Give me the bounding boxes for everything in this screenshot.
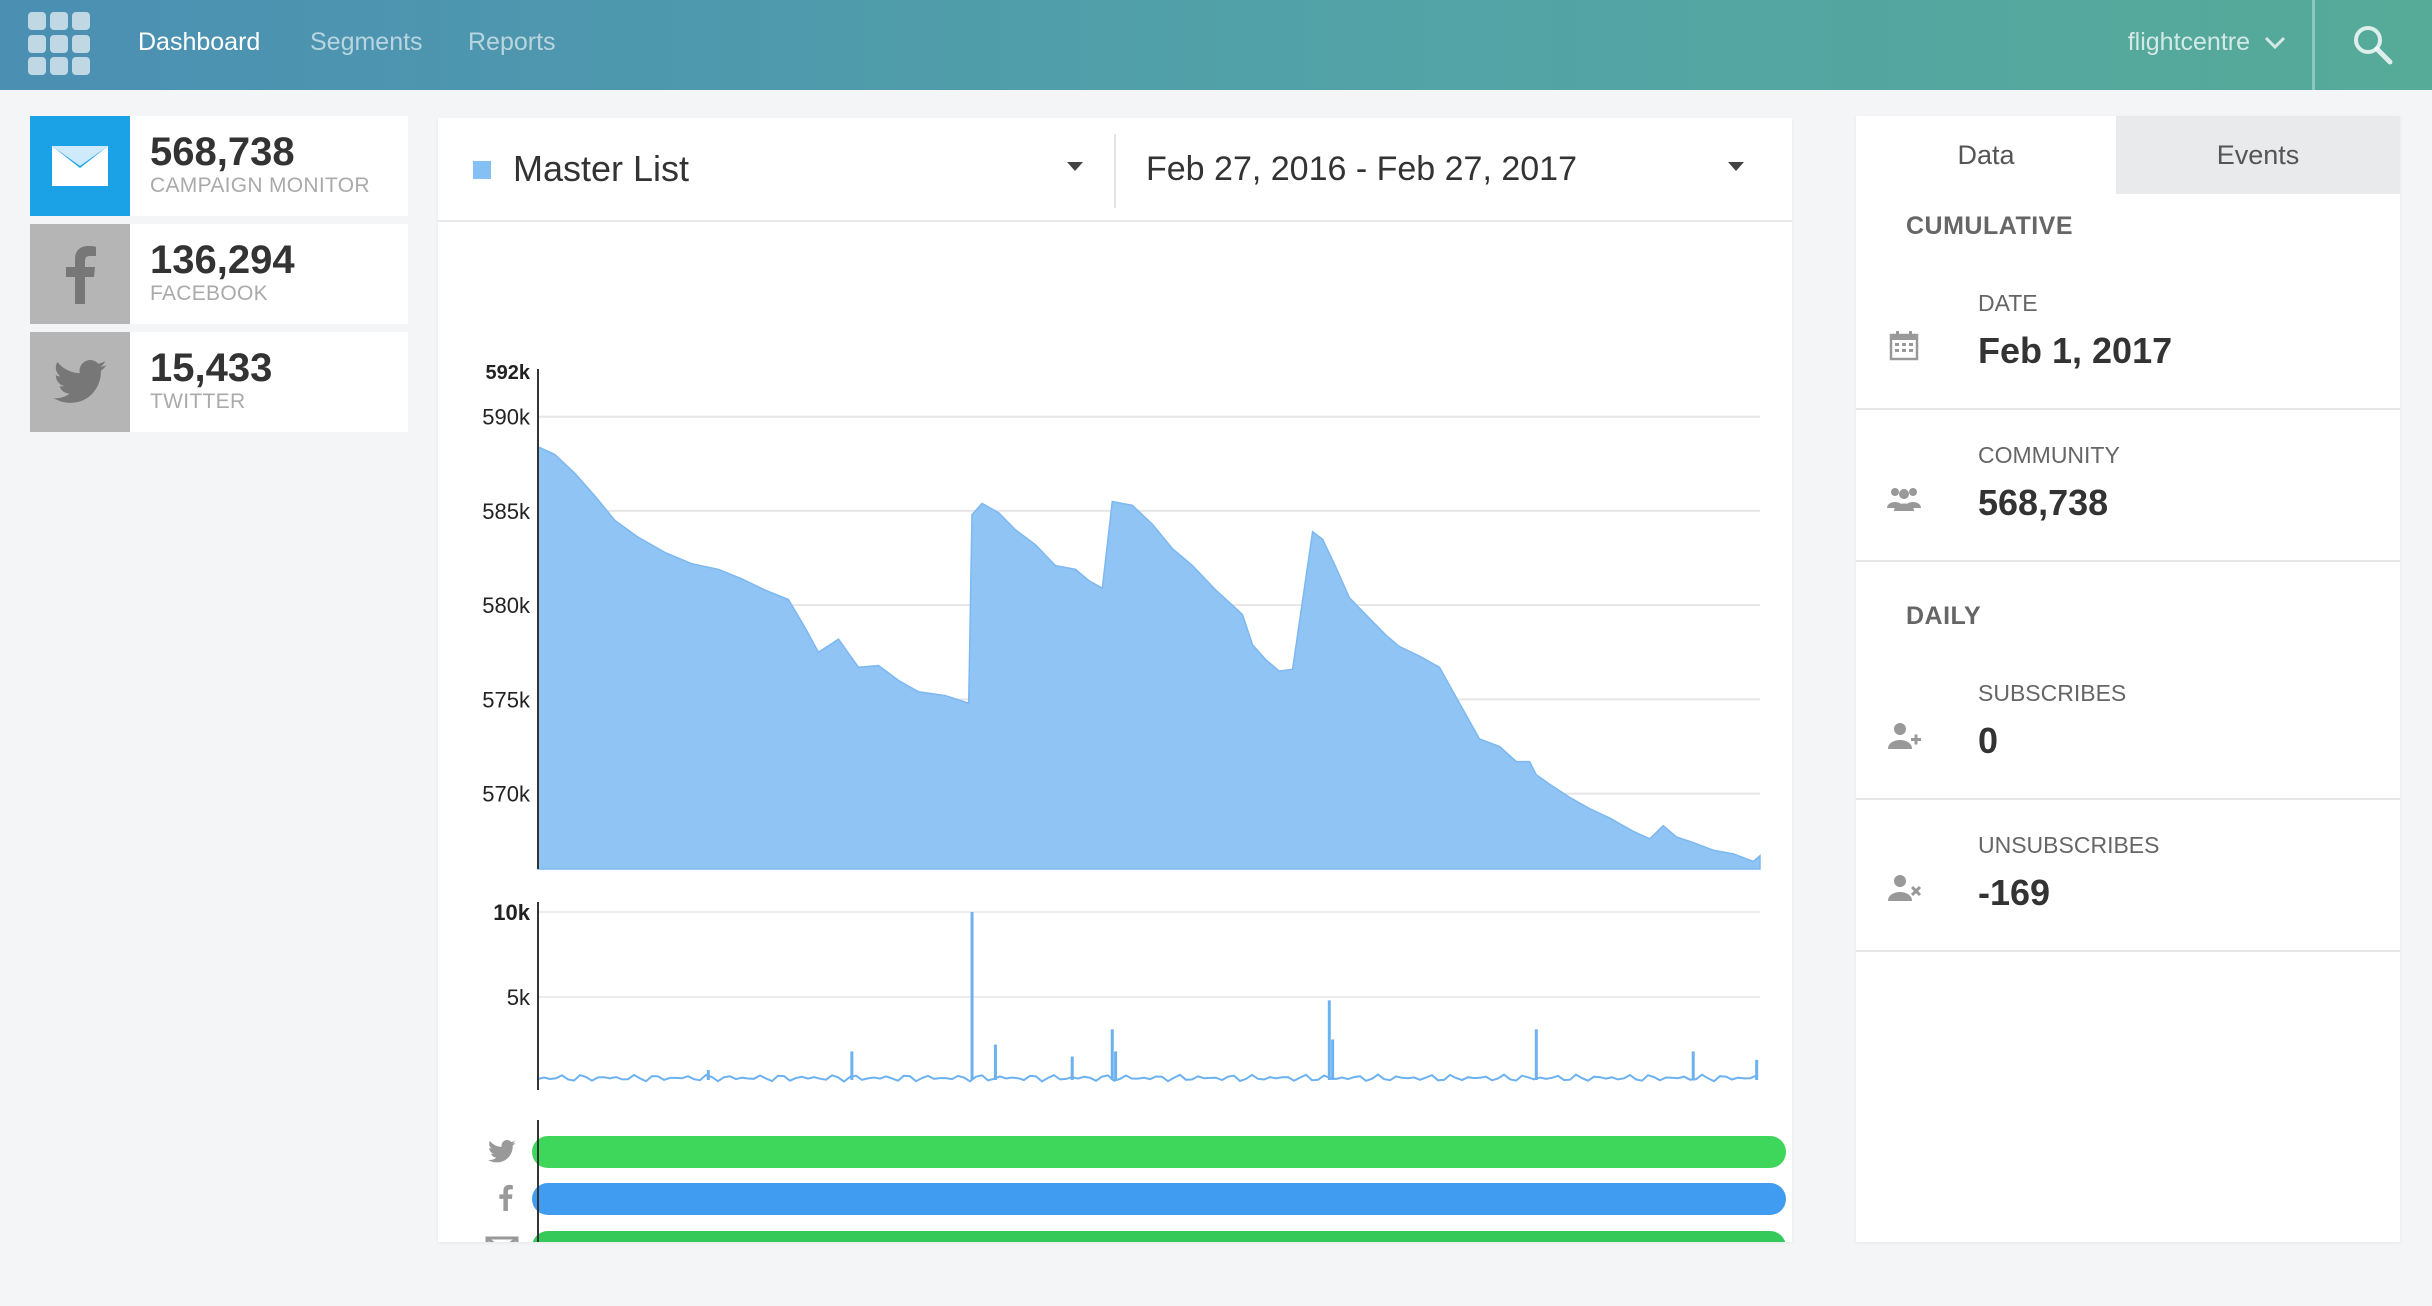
area-y-tick-label: 575k bbox=[482, 687, 531, 712]
subscribes-label: SUBSCRIBES bbox=[1978, 680, 2127, 706]
chart-panel-header: Master List Feb 27, 2016 - Feb 27, 2017 bbox=[438, 118, 1792, 222]
list-selector[interactable]: Master List bbox=[513, 148, 690, 189]
account-name: flightcentre bbox=[2127, 28, 2250, 56]
nav-dashboard[interactable]: Dashboard bbox=[138, 28, 261, 56]
topbar-divider bbox=[2312, 0, 2315, 90]
stat-value: 15,433 bbox=[150, 346, 273, 390]
facebook-icon bbox=[30, 224, 130, 324]
stat-card-twitter[interactable]: 15,433 TWITTER bbox=[30, 332, 408, 432]
date-range-dropdown-caret-icon[interactable] bbox=[1728, 162, 1744, 171]
stat-value: 136,294 bbox=[150, 238, 295, 282]
date-label: DATE bbox=[1978, 290, 2038, 316]
twitter-icon bbox=[488, 1140, 516, 1163]
user-add-icon bbox=[1888, 723, 1921, 749]
account-menu[interactable]: flightcentre bbox=[2128, 28, 2286, 57]
stat-card-campaign-monitor[interactable]: 568,738 CAMPAIGN MONITOR bbox=[30, 116, 408, 216]
date-range-selector[interactable]: Feb 27, 2016 - Feb 27, 2017 bbox=[1146, 150, 1577, 188]
area-y-tick-label: 570k bbox=[482, 782, 531, 807]
list-dropdown-caret-icon[interactable] bbox=[1067, 162, 1083, 171]
bar-y-tick-label: 5k bbox=[507, 985, 531, 1010]
stat-card-facebook[interactable]: 136,294 FACEBOOK bbox=[30, 224, 408, 324]
daily-section-title: DAILY bbox=[1906, 602, 1982, 630]
stat-label: CAMPAIGN MONITOR bbox=[150, 174, 370, 197]
header-divider bbox=[1114, 134, 1116, 208]
chart[interactable]: 592k590k585k580k575k570k10k5k27 Feb 1612… bbox=[438, 222, 1792, 1242]
app-logo-icon[interactable] bbox=[28, 12, 92, 76]
nav-reports[interactable]: Reports bbox=[468, 28, 556, 56]
area-y-tick-label: 590k bbox=[482, 405, 531, 430]
chart-panel: Master List Feb 27, 2016 - Feb 27, 2017 … bbox=[438, 118, 1792, 1242]
envelope-icon bbox=[30, 116, 130, 216]
subscribes-row: SUBSCRIBES 0 bbox=[1856, 648, 2400, 800]
subscribes-value: 0 bbox=[1978, 720, 1999, 761]
tab-events[interactable]: Events bbox=[2116, 116, 2400, 194]
envelope-icon bbox=[485, 1236, 519, 1242]
community-icon bbox=[1887, 488, 1921, 511]
community-value: 568,738 bbox=[1978, 482, 2109, 523]
stat-label: FACEBOOK bbox=[150, 282, 268, 305]
unsubscribes-value: -169 bbox=[1978, 872, 2051, 913]
twitter-icon bbox=[30, 332, 130, 432]
stat-value: 568,738 bbox=[150, 130, 295, 174]
cumulative-section-title: CUMULATIVE bbox=[1906, 212, 2074, 240]
daily-baseline-series bbox=[537, 1073, 1757, 1083]
bar-y-tick-label: 10k bbox=[493, 900, 530, 925]
calendar-icon bbox=[1889, 331, 1919, 361]
details-panel: Data Events CUMULATIVE DATE Feb 1, 2017 … bbox=[1856, 116, 2400, 1242]
unsubscribes-row: UNSUBSCRIBES -169 bbox=[1856, 800, 2400, 952]
date-row: DATE Feb 1, 2017 bbox=[1856, 258, 2400, 410]
list-color-swatch bbox=[473, 161, 491, 179]
chevron-down-icon bbox=[2264, 36, 2286, 49]
user-remove-icon bbox=[1888, 875, 1922, 901]
nav-segments[interactable]: Segments bbox=[310, 28, 423, 56]
subscriber-area-series bbox=[537, 445, 1761, 870]
area-y-tick-label: 592k bbox=[486, 362, 531, 384]
area-y-tick-label: 580k bbox=[482, 593, 531, 618]
facebook-icon bbox=[499, 1184, 513, 1211]
area-y-tick-label: 585k bbox=[482, 499, 531, 524]
community-row: COMMUNITY 568,738 bbox=[1856, 410, 2400, 562]
stat-label: TWITTER bbox=[150, 390, 246, 413]
tab-data[interactable]: Data bbox=[1856, 116, 2116, 194]
top-navigation-bar: Dashboard Segments Reports flightcentre bbox=[0, 0, 2432, 90]
date-value: Feb 1, 2017 bbox=[1978, 330, 2173, 371]
unsubscribes-label: UNSUBSCRIBES bbox=[1978, 832, 2160, 858]
search-icon[interactable] bbox=[2350, 22, 2396, 68]
community-label: COMMUNITY bbox=[1978, 442, 2120, 468]
